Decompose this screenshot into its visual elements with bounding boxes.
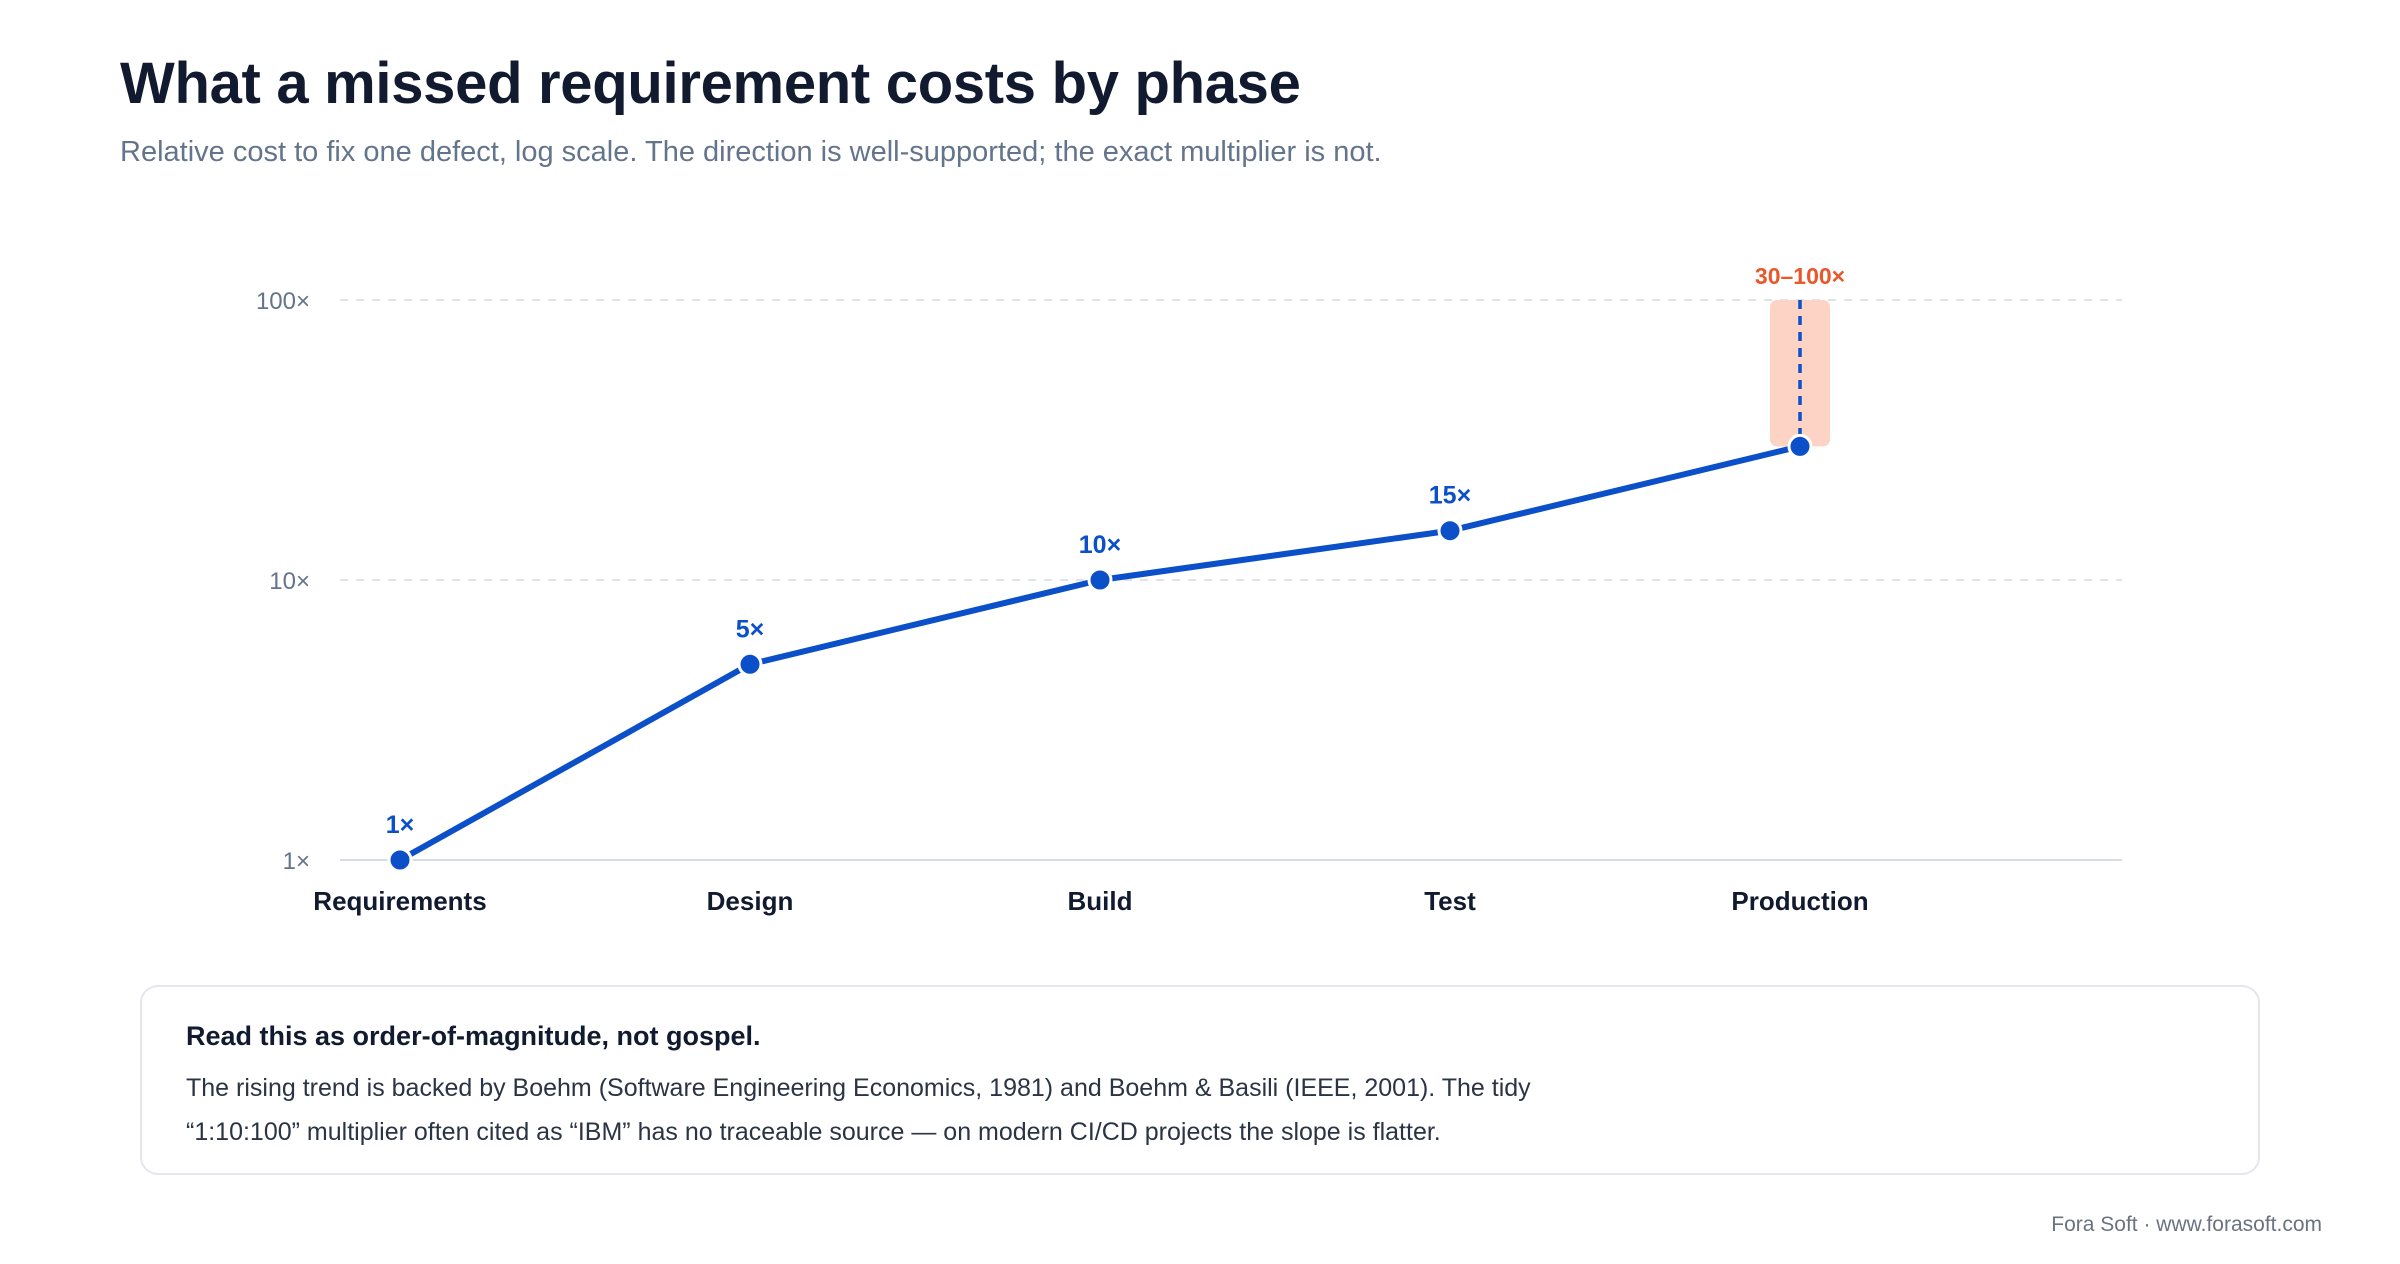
x-tick-label: Requirements bbox=[313, 886, 486, 916]
data-label: 1× bbox=[386, 811, 415, 839]
data-label: 5× bbox=[736, 615, 765, 643]
y-tick-label: 10× bbox=[269, 568, 310, 595]
y-tick-label: 1× bbox=[283, 848, 310, 875]
data-point bbox=[1787, 433, 1813, 459]
data-point bbox=[737, 651, 763, 677]
note-text-line-2: “1:10:100” multiplier often cited as “IB… bbox=[186, 1118, 1441, 1146]
data-label: 15× bbox=[1429, 482, 1471, 510]
series-line bbox=[397, 443, 1803, 863]
note-text-line-1: The rising trend is backed by Boehm (Sof… bbox=[186, 1074, 1531, 1102]
data-label: 10× bbox=[1079, 531, 1121, 559]
data-point bbox=[1087, 567, 1113, 593]
range-label: 30–100× bbox=[1755, 263, 1845, 289]
data-point bbox=[387, 847, 413, 873]
y-tick-label: 100× bbox=[256, 288, 310, 315]
x-tick-label: Production bbox=[1731, 886, 1868, 916]
chart-subtitle: Relative cost to fix one defect, log sca… bbox=[120, 136, 1382, 168]
cost-by-phase-chart: 1×10×100×30–100×1×Requirements5×Design10… bbox=[256, 263, 2122, 916]
caveat-note: Read this as order-of-magnitude, not gos… bbox=[140, 985, 2260, 1175]
x-tick-label: Test bbox=[1424, 886, 1476, 916]
data-point bbox=[1437, 518, 1463, 544]
x-tick-label: Build bbox=[1068, 886, 1133, 916]
footer-credit: Fora Soft · www.forasoft.com bbox=[2051, 1213, 2322, 1236]
note-heading: Read this as order-of-magnitude, not gos… bbox=[186, 1021, 761, 1051]
x-tick-label: Design bbox=[707, 886, 794, 916]
chart-title: What a missed requirement costs by phase bbox=[120, 51, 1301, 116]
range-band bbox=[1770, 300, 1830, 447]
